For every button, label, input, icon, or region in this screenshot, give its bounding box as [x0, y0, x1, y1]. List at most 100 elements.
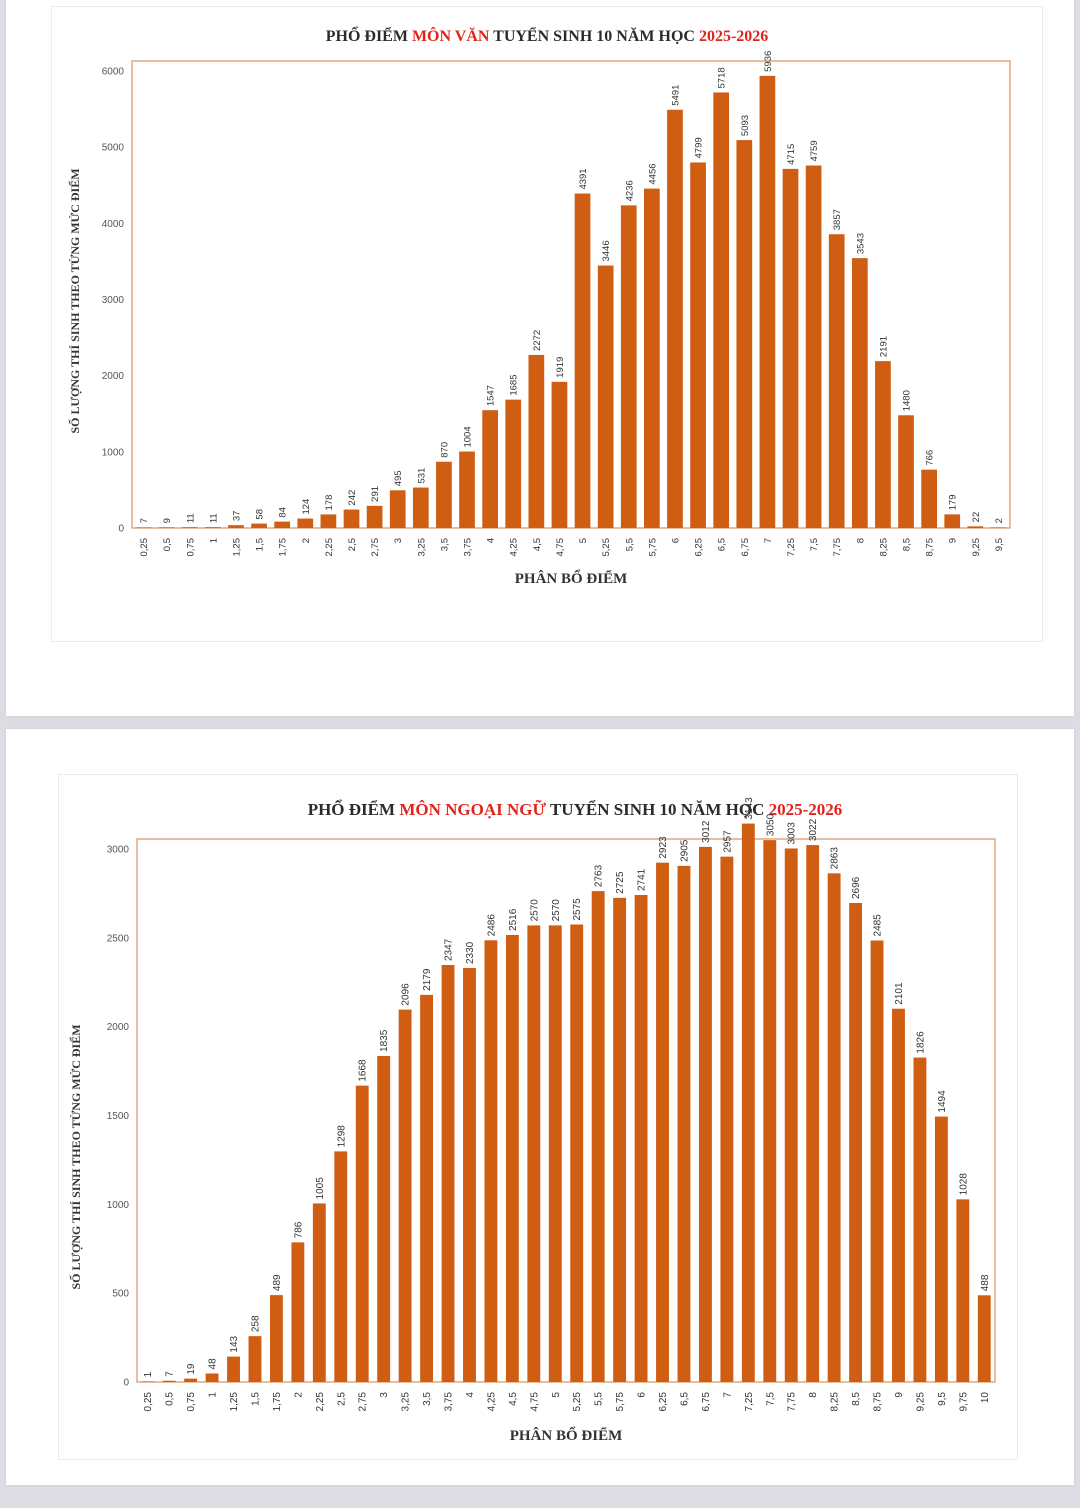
- bar-value-label: 22: [971, 512, 982, 523]
- bar: [320, 514, 337, 528]
- bar: [763, 840, 777, 1382]
- bar-value-label: 2485: [873, 914, 884, 937]
- bar-value-label: 11: [208, 513, 219, 523]
- bar-value-label: 1547: [486, 385, 497, 406]
- bar: [484, 940, 498, 1382]
- x-tick-label: 3,75: [463, 538, 474, 557]
- bar: [505, 399, 522, 528]
- bar-value-label: 2570: [551, 899, 562, 922]
- bar-value-label: 3446: [601, 240, 612, 261]
- x-tick-label: 8,75: [925, 538, 936, 557]
- bar-value-label: 5718: [717, 67, 728, 88]
- x-tick-label: 0,75: [186, 1392, 197, 1412]
- bar-value-label: 2863: [830, 847, 841, 870]
- x-tick-label: 5,75: [647, 538, 658, 557]
- bar: [759, 75, 776, 528]
- chart-title-part: 2025-2026: [769, 800, 843, 819]
- bar-value-label: 37: [231, 511, 242, 522]
- chart-title: PHỔ ĐIỂM MÔN VĂN TUYỂN SINH 10 NĂM HỌC 2…: [326, 25, 769, 45]
- bar: [343, 509, 360, 528]
- bar-value-label: 2179: [422, 968, 433, 991]
- bar: [420, 994, 434, 1382]
- bar: [644, 188, 660, 529]
- bar: [784, 848, 798, 1382]
- x-tick-label: 4: [486, 538, 497, 543]
- y-tick-label: 2500: [107, 933, 130, 944]
- bar: [355, 1085, 369, 1382]
- y-tick-label: 3000: [107, 845, 130, 856]
- x-tick-label: 0,5: [162, 538, 173, 551]
- bar: [741, 823, 755, 1382]
- bar-value-label: 2101: [894, 982, 905, 1005]
- x-tick-label: 0,5: [165, 1392, 176, 1406]
- bar: [677, 865, 691, 1382]
- bar: [269, 1295, 283, 1382]
- x-tick-label: 5,25: [572, 1392, 583, 1412]
- bar-value-label: 48: [208, 1358, 219, 1370]
- bar-value-label: 2191: [878, 336, 889, 357]
- x-tick-label: 7,75: [832, 538, 843, 557]
- x-tick-label: 6,75: [701, 1392, 712, 1412]
- bar-value-label: 5093: [740, 115, 751, 136]
- bar: [736, 140, 753, 528]
- y-tick-label: 2000: [102, 371, 125, 382]
- x-tick-label: 1: [208, 1392, 219, 1398]
- bar-chart-ngoai-ngu: PHỔ ĐIỂM MÔN NGOẠI NGỮ TUYỂN SINH 10 NĂM…: [68, 797, 996, 1444]
- bar-value-label: 5491: [670, 85, 681, 106]
- bar: [898, 415, 914, 528]
- x-tick-label: 7,5: [765, 1392, 776, 1406]
- x-tick-label: 8,5: [851, 1392, 862, 1406]
- chart-card-ngoai-ngu: PHỔ ĐIỂM MÔN NGOẠI NGỮ TUYỂN SINH 10 NĂM…: [58, 774, 1018, 1460]
- bar: [805, 165, 822, 528]
- bar-value-label: 3143: [744, 797, 755, 820]
- bar-value-label: 1028: [958, 1173, 969, 1196]
- bar-value-label: 4391: [578, 168, 589, 189]
- x-tick-label: 2,25: [324, 538, 335, 557]
- x-tick-label: 9: [894, 1392, 905, 1398]
- x-tick-label: 3,25: [401, 1392, 412, 1412]
- x-tick-label: 6,5: [679, 1392, 690, 1406]
- x-tick-label: 1,5: [255, 538, 266, 551]
- bar: [527, 925, 541, 1382]
- chart-panel-van: PHỔ ĐIỂM MÔN VĂN TUYỂN SINH 10 NĂM HỌC 2…: [6, 0, 1074, 716]
- bar-value-label: 1004: [463, 426, 474, 447]
- y-tick-label: 1000: [102, 447, 125, 458]
- x-tick-label: 8,5: [902, 538, 913, 551]
- bar: [667, 109, 683, 529]
- x-tick-label: 7,75: [787, 1392, 798, 1412]
- bar-value-label: 242: [347, 490, 358, 506]
- bar: [227, 1356, 240, 1382]
- bar-value-label: 2347: [444, 938, 455, 961]
- bar-value-label: 9: [162, 518, 173, 523]
- bar: [505, 934, 519, 1382]
- bar-value-label: 1668: [358, 1059, 369, 1082]
- y-tick-label: 1000: [107, 1200, 130, 1211]
- bar: [613, 897, 627, 1382]
- bar: [297, 518, 314, 528]
- bar-value-label: 4715: [786, 144, 797, 165]
- bar-value-label: 2096: [401, 983, 412, 1006]
- bar: [698, 846, 712, 1382]
- x-tick-label: 1,75: [278, 538, 289, 557]
- x-tick-label: 6,75: [740, 538, 751, 557]
- bar: [574, 193, 591, 528]
- bar: [412, 487, 429, 528]
- chart-panel-ngoai-ngu: PHỔ ĐIỂM MÔN NGOẠI NGỮ TUYỂN SINH 10 NĂM…: [6, 729, 1074, 1485]
- bar: [591, 891, 605, 1382]
- y-axis-label: SỐ LƯỢNG THÍ SINH THEO TỪNG MỨC ĐIỂM: [67, 168, 82, 433]
- bar-chart-van: PHỔ ĐIỂM MÔN VĂN TUYỂN SINH 10 NĂM HỌC 2…: [67, 25, 1011, 587]
- bar: [782, 168, 799, 529]
- bar-value-label: 870: [439, 442, 450, 458]
- bar: [205, 527, 221, 528]
- bar-value-label: 2: [994, 518, 1005, 523]
- bar-value-label: 3022: [808, 818, 819, 841]
- x-tick-label: 4,25: [486, 1392, 497, 1412]
- x-tick-label: 9,25: [915, 1392, 926, 1412]
- x-tick-label: 4,5: [508, 1392, 519, 1406]
- x-tick-label: 8,25: [878, 538, 889, 557]
- bar: [977, 1295, 991, 1382]
- chart-title-part: PHỔ ĐIỂM: [308, 799, 400, 819]
- x-tick-label: 8: [808, 1392, 819, 1398]
- y-axis-label: SỐ LƯỢNG THÍ SINH THEO TỪNG MỨC ĐIỂM: [68, 1024, 83, 1289]
- bar-value-label: 7: [165, 1371, 176, 1377]
